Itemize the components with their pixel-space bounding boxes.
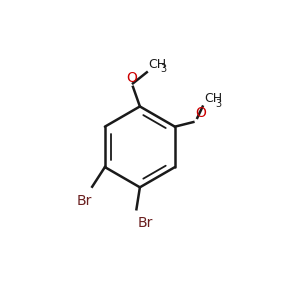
Text: CH: CH <box>148 58 166 70</box>
Text: O: O <box>126 71 137 85</box>
Text: CH: CH <box>204 92 222 105</box>
Text: Br: Br <box>138 216 153 230</box>
Text: 3: 3 <box>160 64 166 74</box>
Text: Br: Br <box>76 194 92 208</box>
Text: O: O <box>195 106 206 120</box>
Text: 3: 3 <box>216 99 222 109</box>
